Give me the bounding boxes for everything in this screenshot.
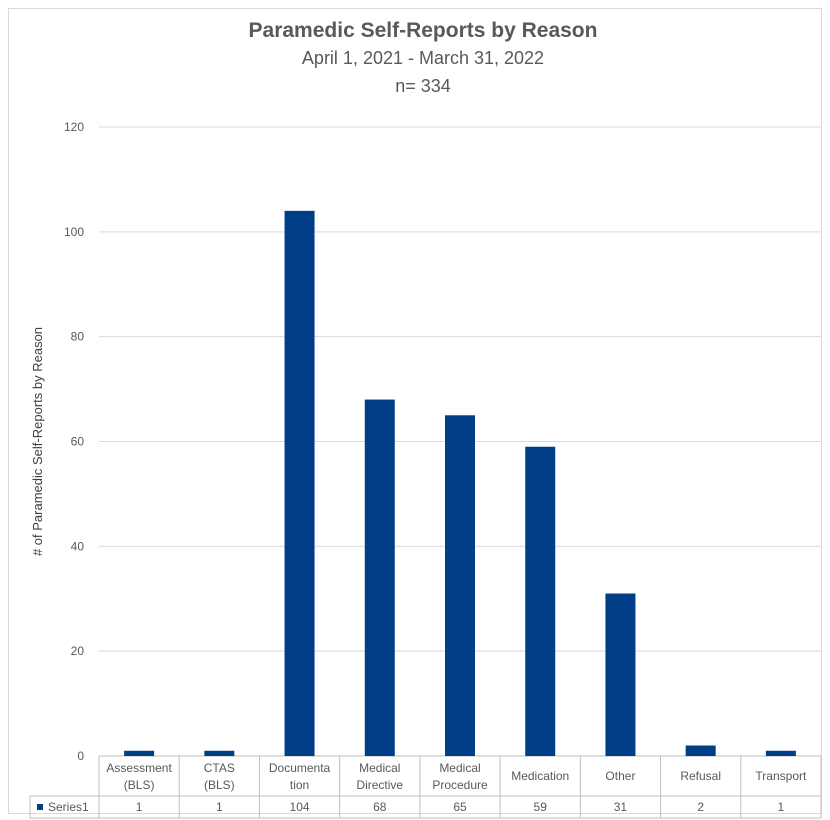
y-axis-label: # of Paramedic Self-Reports by Reason — [30, 327, 45, 556]
y-tick-label: 20 — [71, 644, 85, 658]
y-tick-label: 100 — [64, 225, 84, 239]
x-tick-label: tion — [290, 778, 309, 792]
x-tick-label: Medication — [511, 769, 569, 783]
bar — [364, 399, 395, 756]
bar — [284, 210, 315, 756]
chart-note: n= 334 — [395, 76, 451, 96]
bar — [445, 415, 475, 756]
bar — [204, 750, 235, 756]
chart-subtitle: April 1, 2021 - March 31, 2022 — [301, 48, 545, 68]
x-tick-label: Medical — [439, 761, 480, 775]
x-tick-label: CTAS — [204, 761, 235, 775]
y-tick-label: 80 — [71, 330, 85, 344]
x-tick-label: Procedure — [432, 778, 488, 792]
y-tick-label: 120 — [64, 120, 84, 134]
chart-titles: Paramedic Self-Reports by Reason April 1… — [0, 18, 830, 98]
x-tick-label: Assessment — [106, 761, 172, 775]
data-label: 104 — [290, 800, 310, 814]
x-tick-label: Other — [605, 769, 635, 783]
data-label: 65 — [453, 800, 467, 814]
y-tick-label: 0 — [77, 749, 84, 763]
bar — [525, 446, 556, 756]
x-tick-label: (BLS) — [124, 778, 155, 792]
x-tick-label: Refusal — [680, 769, 721, 783]
y-tick-label: 40 — [71, 539, 85, 553]
data-label: 2 — [697, 800, 704, 814]
x-tick-label: Documenta — [269, 761, 331, 775]
y-tick-label: 60 — [71, 435, 85, 449]
legend-swatch — [37, 804, 43, 810]
data-label: 31 — [614, 800, 628, 814]
chart-frame — [8, 8, 822, 814]
x-tick-label: Transport — [755, 769, 807, 783]
x-tick-label: Medical — [359, 761, 400, 775]
legend-label: Series1 — [48, 800, 89, 814]
bar — [685, 745, 716, 756]
bar — [124, 750, 155, 756]
bar — [605, 593, 636, 756]
bar — [765, 750, 796, 756]
x-tick-label: Directive — [356, 778, 403, 792]
data-label: 1 — [778, 800, 785, 814]
data-label: 1 — [136, 800, 143, 814]
data-label: 1 — [216, 800, 223, 814]
data-label: 59 — [534, 800, 548, 814]
data-label: 68 — [373, 800, 387, 814]
chart-title: Paramedic Self-Reports by Reason — [248, 19, 598, 42]
x-tick-label: (BLS) — [204, 778, 235, 792]
